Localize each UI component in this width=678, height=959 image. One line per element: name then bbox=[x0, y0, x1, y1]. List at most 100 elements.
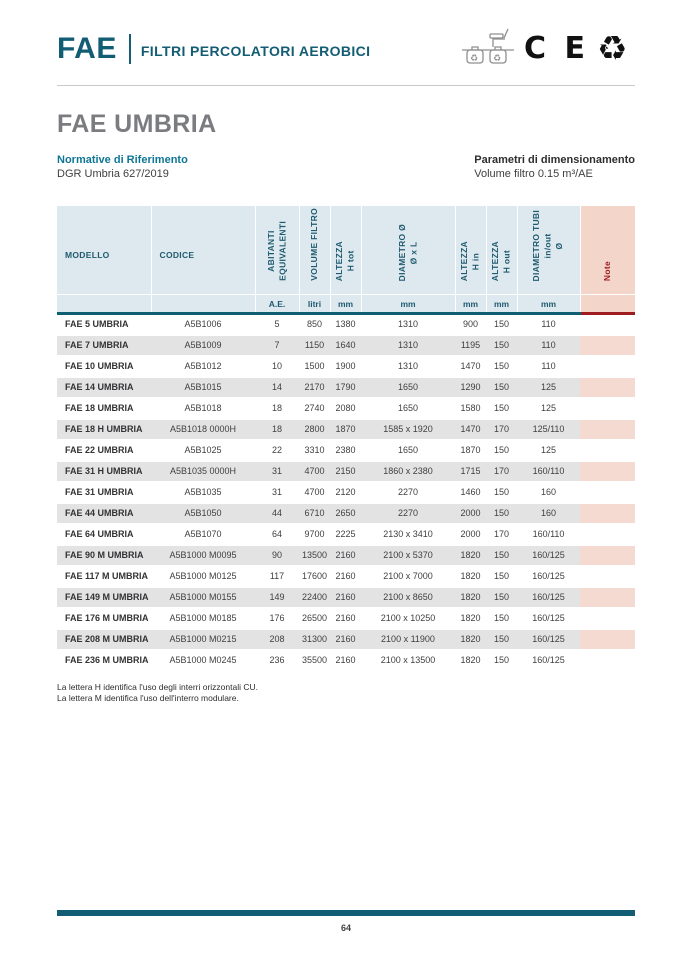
ce-mark-icon: C E bbox=[524, 30, 589, 66]
cell-hout: 150 bbox=[493, 655, 510, 665]
page-number: 64 bbox=[340, 923, 351, 933]
cell-htot: 2160 bbox=[335, 571, 356, 581]
cell-diametro: 2100 x 13500 bbox=[380, 655, 436, 665]
cell-codice: A5B1012 bbox=[184, 361, 222, 371]
cell-codice: A5B1000 M0125 bbox=[169, 571, 237, 581]
cell-hin: 1820 bbox=[455, 544, 486, 566]
parameters-label: Parametri di dimensionamento bbox=[474, 154, 635, 166]
cell-hin: 2000 bbox=[460, 529, 481, 539]
cell-codice: A5B1000 M0215 bbox=[151, 628, 255, 650]
table-row: FAE 90 M UMBRIA A5B1000 M0095 90 13500 2160 2… bbox=[57, 544, 635, 566]
column-label-note: Note bbox=[602, 260, 613, 281]
cell-hout: 170 bbox=[493, 529, 510, 539]
column-header-codice: CODICE bbox=[151, 206, 256, 295]
column-header-volume: VOLUME FILTRO bbox=[299, 206, 331, 295]
cell-volume: 2800 bbox=[299, 418, 330, 440]
cell-htot: 2225 bbox=[335, 529, 356, 539]
cell-tubi: 160/110 bbox=[517, 460, 580, 482]
header-rule bbox=[57, 85, 635, 86]
cell-ae: 18 bbox=[255, 418, 299, 440]
cell-volume: 9700 bbox=[304, 529, 325, 539]
cell-diametro: 2100 x 10250 bbox=[380, 613, 436, 623]
cell-note bbox=[580, 650, 635, 671]
cell-hout: 150 bbox=[486, 376, 517, 398]
logo-divider bbox=[128, 33, 131, 64]
table-row: FAE 31 H UMBRIA A5B1035 0000H 31 4700 2150 18… bbox=[57, 460, 635, 482]
cell-codice: A5B1006 bbox=[184, 319, 222, 330]
table-row: FAE 10 UMBRIA A5B1012 10 1500 1900 1310 1470 15… bbox=[57, 356, 635, 377]
cell-modello: FAE 176 M UMBRIA bbox=[65, 613, 149, 623]
cell-modello: FAE 18 UMBRIA bbox=[65, 403, 134, 413]
cell-htot: 2080 bbox=[335, 403, 356, 413]
unit-cell-hin: mm bbox=[455, 294, 487, 315]
cell-ae: 176 bbox=[269, 613, 285, 623]
cell-hout: 150 bbox=[493, 361, 510, 371]
cell-modello: FAE 14 UMBRIA bbox=[57, 376, 151, 398]
cell-note bbox=[580, 628, 635, 650]
footnote-m: La lettera M identifica l'uso dell'inter… bbox=[57, 692, 239, 703]
cell-modello: FAE 90 M UMBRIA bbox=[57, 544, 151, 566]
cell-tubi: 160/125 bbox=[532, 613, 565, 623]
cell-modello: FAE 22 UMBRIA bbox=[65, 445, 134, 455]
models-table: MODELLO CODICE ABITANTI EQUIVALENTI VOLUME … bbox=[57, 206, 635, 672]
cell-volume: 35500 bbox=[301, 655, 328, 665]
cell-modello: FAE 208 M UMBRIA bbox=[57, 628, 151, 650]
cell-htot: 2160 bbox=[335, 655, 356, 665]
cell-hin: 900 bbox=[462, 319, 479, 330]
cell-ae: 117 bbox=[269, 571, 285, 581]
normative-label: Normative di Riferimento bbox=[57, 154, 188, 166]
cell-hin: 1580 bbox=[460, 403, 481, 413]
cell-htot: 1380 bbox=[335, 319, 356, 330]
cell-htot: 2380 bbox=[335, 445, 356, 455]
cell-volume: 850 bbox=[306, 319, 323, 330]
svg-text:♻: ♻ bbox=[470, 54, 478, 64]
svg-text:♻: ♻ bbox=[493, 54, 501, 64]
unit-cell-htot: mm bbox=[330, 294, 362, 315]
cell-htot: 2160 bbox=[330, 544, 361, 566]
column-label-htot: ALTEZZA H tot bbox=[334, 240, 356, 281]
cell-modello: FAE 7 UMBRIA bbox=[57, 334, 151, 356]
cell-tubi: 160/125 bbox=[532, 655, 565, 665]
cell-modello: FAE 31 H UMBRIA bbox=[57, 460, 151, 482]
cell-hout: 150 bbox=[493, 403, 510, 413]
cell-codice: A5B1000 M0245 bbox=[169, 655, 237, 665]
cell-modello: FAE 236 M UMBRIA bbox=[65, 655, 149, 665]
cell-hin: 1820 bbox=[455, 628, 486, 650]
cell-volume: 2740 bbox=[304, 403, 325, 413]
cell-hout: 150 bbox=[493, 487, 510, 497]
cell-note bbox=[580, 608, 635, 629]
cell-codice: A5B1000 M0155 bbox=[151, 586, 255, 608]
cam-label: CAM bbox=[605, 45, 618, 52]
cell-diametro: 1860 x 2380 bbox=[361, 460, 455, 482]
cell-modello: FAE 5 UMBRIA bbox=[65, 319, 129, 330]
column-label-modello: MODELLO bbox=[65, 250, 110, 260]
cell-htot: 2150 bbox=[330, 460, 361, 482]
cell-diametro: 1310 bbox=[397, 361, 419, 371]
cell-note bbox=[580, 586, 635, 608]
cell-note bbox=[580, 566, 635, 587]
cell-volume: 2170 bbox=[299, 376, 330, 398]
cell-ae: 18 bbox=[271, 403, 282, 413]
cell-ae: 22 bbox=[271, 445, 282, 455]
column-label-codice: CODICE bbox=[159, 250, 195, 260]
parameters-block: Parametri di dimensionamento Volume filt… bbox=[474, 154, 635, 180]
cell-codice: A5B1070 bbox=[184, 529, 222, 539]
table-row: FAE 5 UMBRIA A5B1006 5 850 1380 1310 900 150 110 bbox=[57, 314, 635, 335]
cell-hout: 150 bbox=[486, 334, 517, 356]
column-header-diametro: DIAMETRO Ø Ø x L bbox=[361, 206, 456, 295]
cell-diametro: 2270 bbox=[361, 502, 455, 524]
cell-diametro: 2130 x 3410 bbox=[383, 529, 433, 539]
table-header-row: MODELLO CODICE ABITANTI EQUIVALENTI VOLUME … bbox=[57, 206, 635, 295]
table-row: FAE 14 UMBRIA A5B1015 14 2170 1790 1650 1290 15… bbox=[57, 376, 635, 398]
table-row: FAE 22 UMBRIA A5B1025 22 3310 2380 1650 1870 15… bbox=[57, 440, 635, 461]
unit-cell-modello bbox=[57, 294, 152, 315]
cell-hout: 150 bbox=[493, 319, 510, 330]
cell-tubi: 160/125 bbox=[517, 586, 580, 608]
cell-modello: FAE 117 M UMBRIA bbox=[65, 571, 149, 581]
cell-diametro: 1585 x 1920 bbox=[361, 418, 455, 440]
page-title: FAE UMBRIA bbox=[57, 110, 217, 138]
cell-volume: 1150 bbox=[299, 334, 330, 356]
cell-hout: 150 bbox=[486, 544, 517, 566]
cell-htot: 1870 bbox=[330, 418, 361, 440]
